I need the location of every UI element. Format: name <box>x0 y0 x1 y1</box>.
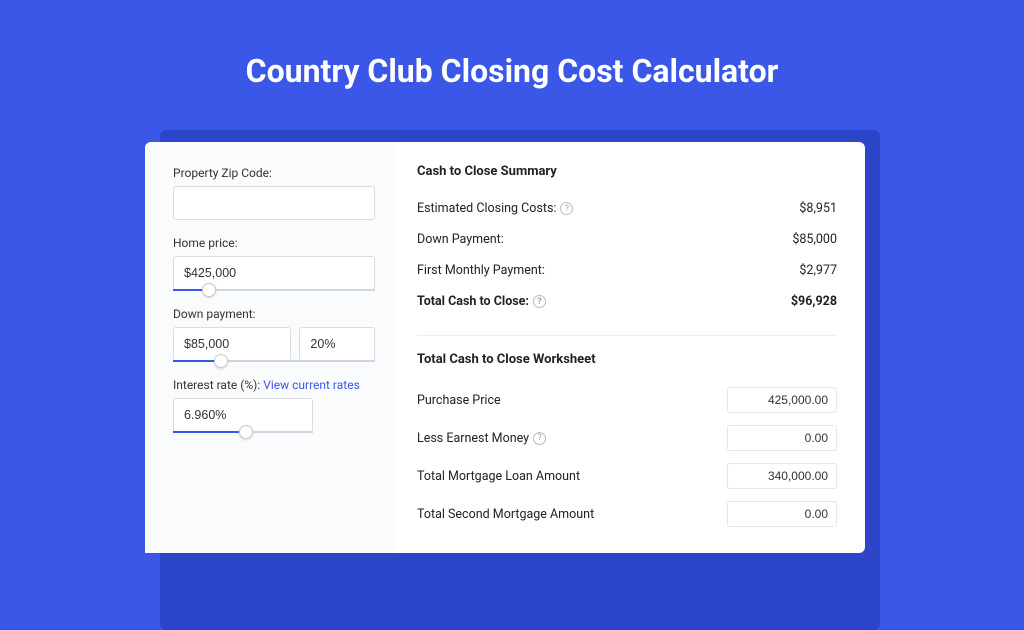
down-payment-input[interactable] <box>173 327 291 361</box>
worksheet-row-label: Total Second Mortgage Amount <box>417 507 594 522</box>
zip-label: Property Zip Code: <box>173 166 375 180</box>
interest-label-text: Interest rate (%): <box>173 378 263 392</box>
help-icon[interactable]: ? <box>560 202 573 215</box>
summary-title: Cash to Close Summary <box>417 164 837 179</box>
summary-rows: Estimated Closing Costs:? $8,951 Down Paym… <box>417 193 837 317</box>
worksheet-row-input[interactable] <box>727 425 837 451</box>
interest-slider-fill <box>173 431 246 433</box>
interest-slider[interactable] <box>173 431 313 433</box>
summary-panel: Cash to Close Summary Estimated Closing … <box>395 142 865 553</box>
summary-row-value: $2,977 <box>799 263 837 278</box>
summary-row-value: $96,928 <box>791 294 837 309</box>
worksheet-row-input[interactable] <box>727 501 837 527</box>
page-title: Country Club Closing Cost Calculator <box>0 0 1024 118</box>
summary-row-label: Down Payment: <box>417 232 504 247</box>
home-price-slider-thumb[interactable] <box>202 283 216 297</box>
home-price-slider[interactable] <box>173 289 375 291</box>
summary-row: First Monthly Payment: $2,977 <box>417 255 837 286</box>
summary-row: Total Cash to Close:? $96,928 <box>417 286 837 317</box>
view-rates-link[interactable]: View current rates <box>263 378 360 392</box>
help-icon[interactable]: ? <box>533 432 546 445</box>
zip-input[interactable] <box>173 186 375 220</box>
home-price-label: Home price: <box>173 236 375 250</box>
worksheet-section: Total Cash to Close Worksheet Purchase P… <box>417 335 837 533</box>
summary-row-value: $85,000 <box>792 232 837 247</box>
worksheet-row-input[interactable] <box>727 463 837 489</box>
worksheet-row: Purchase Price <box>417 381 837 419</box>
worksheet-rows: Purchase Price Less Earnest Money? Total M… <box>417 381 837 533</box>
calculator-card: Property Zip Code: Home price: Down paym… <box>145 142 865 553</box>
summary-row-label: First Monthly Payment: <box>417 263 545 278</box>
inputs-panel: Property Zip Code: Home price: Down paym… <box>145 142 395 553</box>
worksheet-row: Total Mortgage Loan Amount <box>417 457 837 495</box>
interest-slider-thumb[interactable] <box>239 425 253 439</box>
worksheet-row-input[interactable] <box>727 387 837 413</box>
home-price-field-group: Home price: <box>173 236 375 291</box>
help-icon[interactable]: ? <box>533 295 546 308</box>
worksheet-row-label: Less Earnest Money? <box>417 431 546 446</box>
summary-row-label: Total Cash to Close:? <box>417 294 546 309</box>
worksheet-title: Total Cash to Close Worksheet <box>417 352 837 367</box>
worksheet-row: Less Earnest Money? <box>417 419 837 457</box>
interest-label: Interest rate (%): View current rates <box>173 378 375 392</box>
summary-row-value: $8,951 <box>799 201 837 216</box>
down-payment-pct-input[interactable] <box>299 327 375 361</box>
worksheet-row-label: Total Mortgage Loan Amount <box>417 469 580 484</box>
down-payment-field-group: Down payment: <box>173 307 375 362</box>
down-payment-label: Down payment: <box>173 307 375 321</box>
summary-row: Down Payment: $85,000 <box>417 224 837 255</box>
worksheet-row-label: Purchase Price <box>417 393 501 408</box>
down-payment-slider[interactable] <box>173 360 375 362</box>
worksheet-row: Total Second Mortgage Amount <box>417 495 837 533</box>
summary-row-label: Estimated Closing Costs:? <box>417 201 573 216</box>
down-payment-slider-thumb[interactable] <box>214 354 228 368</box>
summary-row: Estimated Closing Costs:? $8,951 <box>417 193 837 224</box>
interest-field-group: Interest rate (%): View current rates <box>173 378 375 433</box>
zip-field-group: Property Zip Code: <box>173 166 375 220</box>
